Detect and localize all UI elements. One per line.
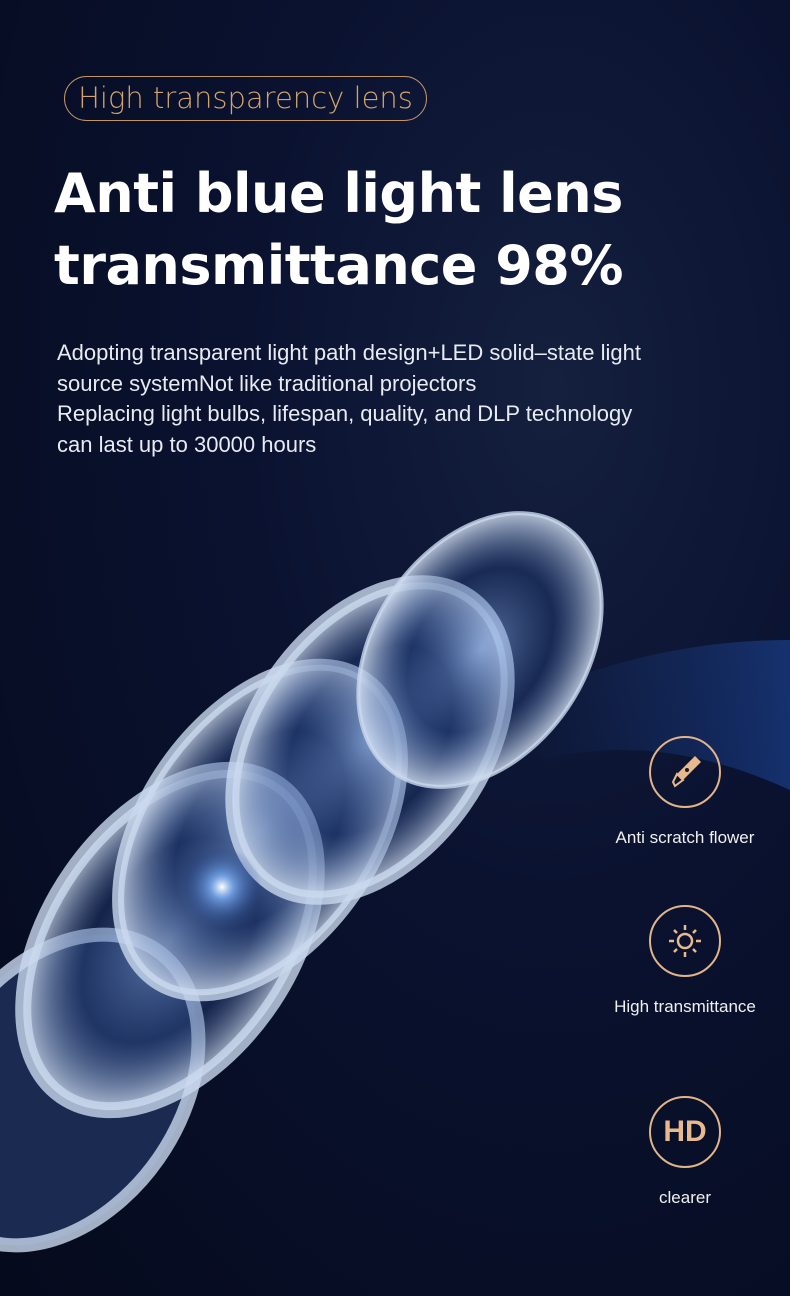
feature-high-transmittance: High transmittance — [585, 905, 785, 1017]
feature-label: clearer — [659, 1188, 711, 1207]
description: Adopting transparent light path design+L… — [57, 338, 757, 460]
feature-clearer: HD clearer — [585, 1096, 785, 1208]
feature-label: High transmittance — [614, 997, 756, 1016]
utility-knife-icon — [649, 736, 721, 808]
description-line: Adopting transparent light path design+L… — [57, 340, 641, 365]
feature-label: Anti scratch flower — [615, 828, 755, 847]
description-line: source systemNot like traditional projec… — [57, 370, 477, 396]
feature-anti-scratch: Anti scratch flower — [585, 736, 785, 848]
description-line: can last up to 30000 hours — [57, 431, 317, 457]
headline-line-2: transmittance 98% — [54, 234, 623, 297]
high-transparency-badge: High transparency lens — [64, 76, 427, 121]
hd-icon: HD — [649, 1096, 721, 1168]
headline-line-1: Anti blue light lens — [54, 162, 623, 225]
description-line: Replacing light bulbs, lifespan, quality… — [57, 401, 633, 426]
headline: Anti blue light lens transmittance 98% — [54, 158, 623, 302]
sun-icon — [649, 905, 721, 977]
exploded-lens-illustration — [0, 511, 790, 1253]
